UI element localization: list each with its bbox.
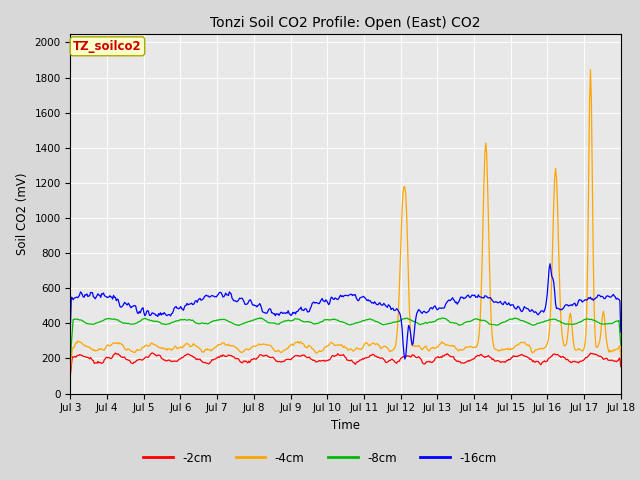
Legend: -2cm, -4cm, -8cm, -16cm: -2cm, -4cm, -8cm, -16cm	[139, 447, 501, 469]
Title: Tonzi Soil CO2 Profile: Open (East) CO2: Tonzi Soil CO2 Profile: Open (East) CO2	[211, 16, 481, 30]
Text: TZ_soilco2: TZ_soilco2	[73, 40, 142, 53]
X-axis label: Time: Time	[331, 419, 360, 432]
Y-axis label: Soil CO2 (mV): Soil CO2 (mV)	[16, 172, 29, 255]
